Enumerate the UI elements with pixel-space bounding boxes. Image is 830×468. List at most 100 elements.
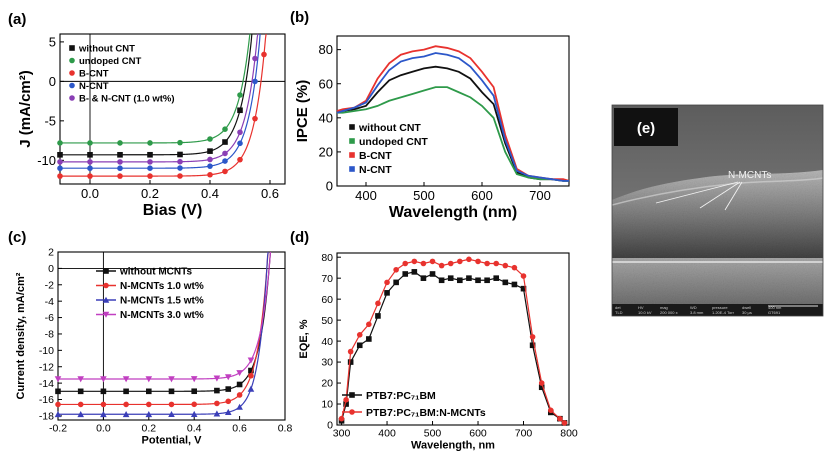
- y-tick-label: -12: [39, 361, 54, 373]
- data-point: [493, 275, 500, 281]
- data-point: [190, 410, 198, 418]
- x-tick-label: 500: [413, 188, 435, 203]
- chart-panel-b: (b) 400 500 600 700 0 20 40 60 80 Wavelength (nm) I…: [290, 9, 570, 221]
- y-tick-label: -16: [39, 394, 54, 406]
- data-point: [420, 260, 427, 267]
- x-axis-label-b: Wavelength (nm): [389, 204, 517, 221]
- sem-info-value: GT691: [768, 310, 781, 315]
- series-a-2: [57, 33, 267, 179]
- panel-label-c: (c): [8, 229, 26, 246]
- data-point: [87, 140, 93, 146]
- legend-marker: [102, 296, 110, 303]
- data-point: [122, 410, 130, 418]
- series-line: [58, 251, 269, 406]
- data-point: [411, 258, 418, 265]
- data-point: [237, 156, 243, 163]
- y-tick-label: 40: [321, 336, 333, 348]
- x-tick-label: 600: [469, 428, 487, 440]
- series-a-0: [57, 33, 253, 158]
- sem-image-panel: (e) N-MCNTs det HV mag WD pressure dwell 400 n…: [611, 104, 824, 317]
- series-d-0: [338, 269, 568, 426]
- data-point: [100, 401, 107, 408]
- data-point: [222, 126, 228, 133]
- data-point: [393, 266, 399, 273]
- data-point: [147, 159, 153, 165]
- axis-ticks-b: 400 500 600 700 0 20 40 60 80: [319, 42, 551, 203]
- y-tick-label: 0: [327, 420, 333, 432]
- y-tick-label: 30: [321, 357, 333, 369]
- sem-info-value: 200 000 x: [660, 310, 678, 315]
- series-line: [337, 86, 569, 182]
- sem-info-bar: det HV mag WD pressure dwell 400 nm TLD 10.0 kV 2…: [615, 305, 818, 315]
- data-point: [214, 387, 220, 394]
- data-point: [557, 415, 563, 422]
- y-tick-label: 0: [48, 263, 54, 275]
- data-point: [475, 258, 481, 265]
- x-tick-label: 400: [378, 428, 396, 440]
- y-tick-label: -18: [39, 411, 54, 423]
- data-point: [213, 410, 221, 417]
- sem-info-header: HV: [638, 305, 644, 310]
- data-point: [237, 107, 243, 114]
- data-point: [117, 165, 123, 172]
- legend-marker: [349, 166, 355, 172]
- data-point: [237, 140, 243, 147]
- y-axis-label-c: Current density, mA/cm²: [15, 272, 27, 399]
- data-point: [54, 410, 62, 418]
- sem-info-value: 10.0 kV: [638, 310, 652, 315]
- data-point: [77, 388, 84, 395]
- data-point: [117, 151, 123, 158]
- x-axis-label-d: Wavelength, nm: [411, 440, 495, 452]
- y-tick-label: -14: [39, 378, 54, 390]
- data-point: [57, 151, 63, 158]
- data-point: [457, 258, 463, 265]
- y-tick-label: 0: [326, 179, 333, 194]
- x-tick-label: 0.4: [201, 186, 219, 201]
- data-point: [511, 281, 518, 288]
- sem-info-value: 30 µs: [742, 310, 752, 315]
- sem-info-header: 400 nm: [768, 305, 782, 310]
- data-point: [146, 401, 152, 408]
- data-point: [520, 273, 527, 279]
- y-tick-label: -10: [37, 153, 56, 168]
- data-point: [100, 410, 107, 418]
- series-b-3: [336, 52, 569, 182]
- data-point: [100, 388, 107, 395]
- chart-panel-d: (d) 300 400 500 600 700 800 0 10 20 30 40 50 60 70 80 Wa…: [290, 229, 578, 452]
- x-tick-label: 0.2: [141, 423, 156, 435]
- data-point: [191, 388, 197, 395]
- data-point: [207, 136, 213, 142]
- x-tick-label: 0.2: [141, 186, 159, 201]
- legend-marker: [103, 282, 109, 289]
- data-point: [411, 269, 418, 275]
- sem-label-box: [614, 108, 678, 146]
- data-point: [123, 388, 129, 395]
- data-point: [493, 260, 500, 267]
- x-tick-label: 400: [355, 188, 377, 203]
- data-point: [402, 260, 409, 267]
- data-point: [438, 262, 445, 269]
- series-b-1: [337, 86, 569, 182]
- legend-b: without CNT undoped CNT B-CNT N-CNT: [349, 122, 428, 176]
- data-point: [225, 398, 232, 405]
- legend-entry: N-MCNTs 1.5 wt%: [120, 296, 204, 307]
- series-c-0: [55, 251, 272, 395]
- data-point: [529, 342, 536, 349]
- x-axis-label-a: Bias (V): [143, 202, 203, 219]
- data-point: [177, 165, 183, 171]
- data-point: [55, 401, 61, 408]
- y-tick-label: -8: [45, 329, 54, 341]
- zero-lines-a: [60, 34, 285, 184]
- data-point: [338, 415, 345, 422]
- y-tick-label: -2: [45, 279, 54, 291]
- data-point: [511, 264, 518, 271]
- data-point: [375, 300, 381, 307]
- data-point: [502, 279, 509, 286]
- legend-marker: [102, 311, 110, 318]
- legend-entry: without CNT: [78, 43, 135, 54]
- series-d-1: [338, 256, 568, 426]
- chart-panel-a: (a) 0.0 0.2 0.4 0.6 -10 -5 0 5 Bias (V) J (mA/cm²)…: [8, 11, 286, 219]
- data-point: [145, 376, 153, 383]
- data-point: [248, 367, 254, 374]
